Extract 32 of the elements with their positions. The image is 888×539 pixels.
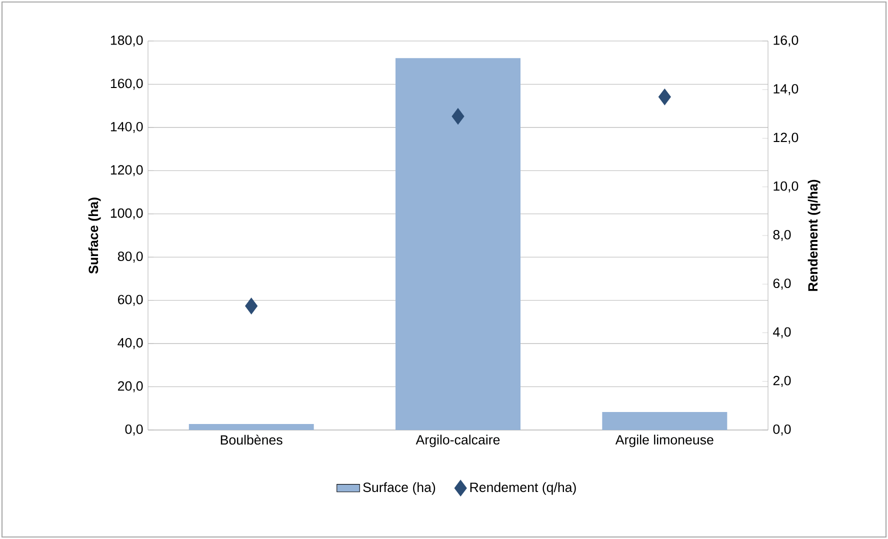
legend-label: Rendement (q/ha)	[470, 482, 576, 495]
bar	[188, 424, 314, 430]
x-tick-label: Boulbènes	[220, 434, 282, 445]
y2-tick-label: 16,0	[774, 35, 798, 47]
y2-tick-label: 4,0	[773, 327, 791, 338]
point	[452, 108, 464, 125]
point	[658, 88, 671, 106]
y-tick-label: 40,0	[118, 338, 143, 350]
y2-tick-label: 6,0	[773, 278, 791, 290]
y-tick-label: 180,0	[110, 35, 143, 47]
y2-tick-label: 2,0	[773, 376, 791, 387]
point	[245, 298, 258, 314]
x-tick-label: Argile limoneuse	[615, 434, 714, 448]
legend-label: Surface (ha)	[363, 482, 436, 495]
y2-tick-label: 0,0	[773, 424, 791, 436]
y-tick-label: 100,0	[110, 208, 143, 220]
y-tick-label: 140,0	[110, 122, 143, 133]
bar	[602, 412, 728, 430]
bar	[396, 58, 521, 430]
y-tick-label: 80,0	[118, 252, 143, 263]
y-tick-label: 120,0	[110, 165, 143, 176]
y2-tick-label: 14,0	[774, 84, 798, 96]
y-tick-label: 0,0	[125, 424, 143, 436]
y2-tick-label: 8,0	[773, 230, 791, 242]
y2-axis-title: Rendement (q/ha)	[808, 180, 820, 291]
y-tick-label: 160,0	[110, 78, 143, 90]
y-tick-label: 60,0	[118, 294, 143, 306]
x-tick-label: Argilo-calcaire	[416, 434, 500, 448]
y-tick-label: 20,0	[118, 381, 143, 392]
y2-tick-label: 10,0	[774, 181, 798, 192]
y-axis-title: Surface (ha)	[88, 198, 101, 274]
y2-tick-label: 12,0	[774, 132, 798, 144]
